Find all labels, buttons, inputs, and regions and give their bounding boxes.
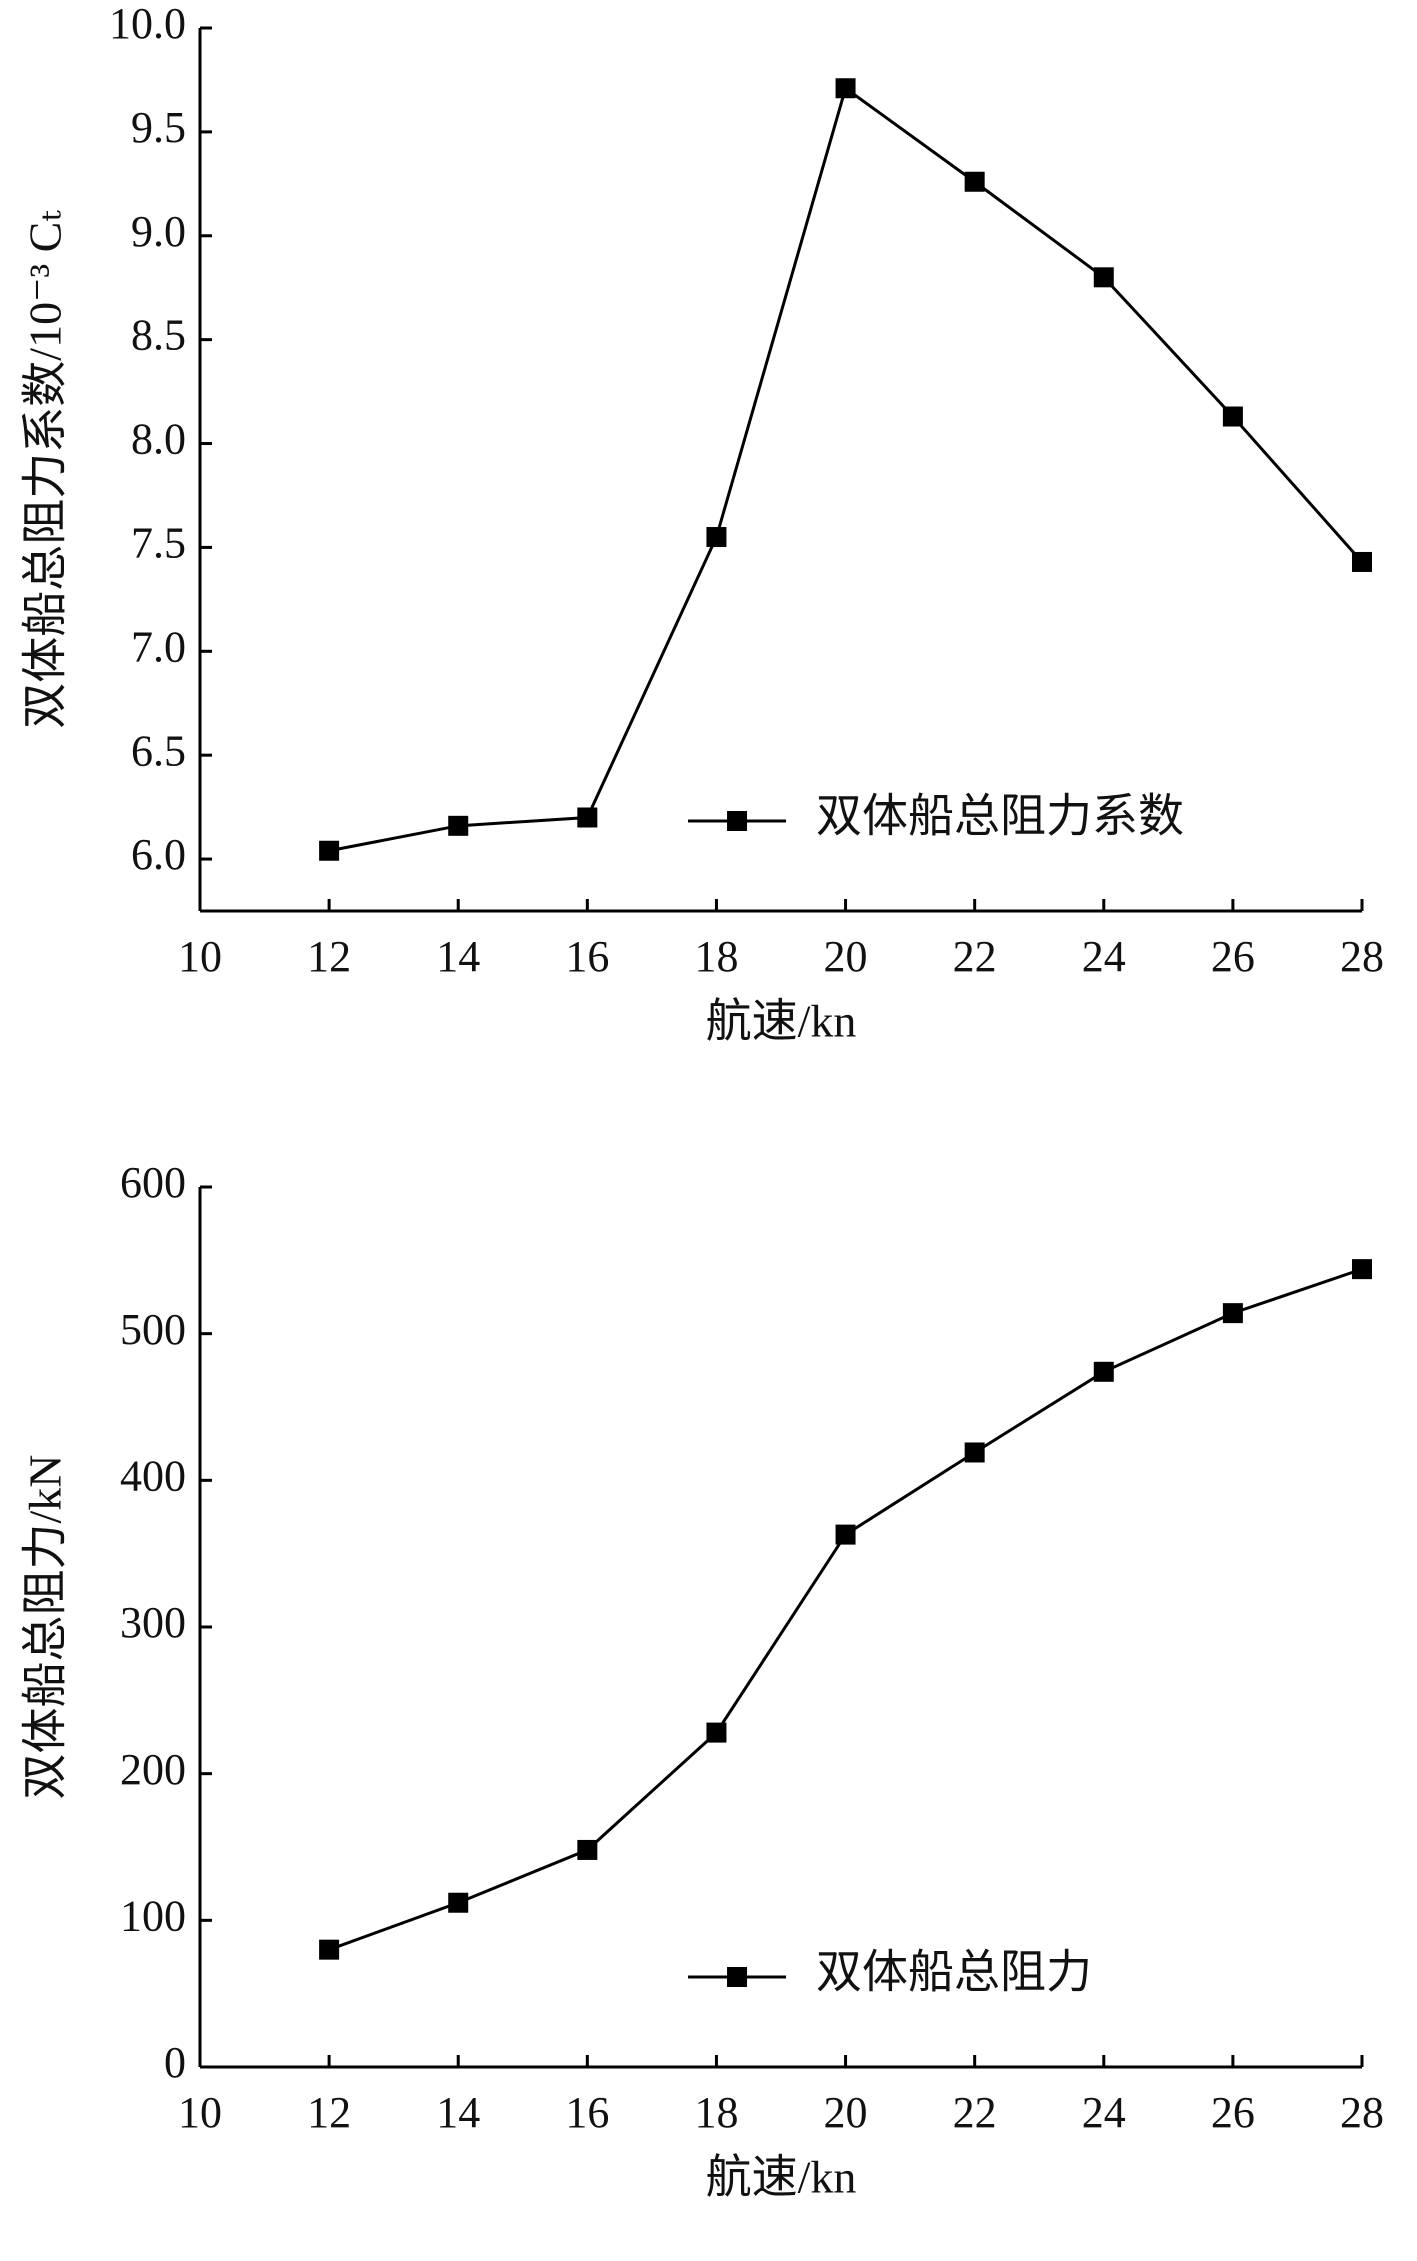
y-tick-label: 6.5 [131, 726, 186, 775]
data-point [1222, 1303, 1243, 1324]
data-point [964, 171, 985, 192]
data-point [1093, 1361, 1114, 1382]
y-axis-label: 双体船总阻力/kN [20, 1455, 71, 1800]
data-point [577, 1839, 598, 1860]
x-tick-label: 26 [1211, 932, 1255, 981]
x-tick-label: 20 [824, 932, 868, 981]
x-tick-label: 16 [565, 932, 609, 981]
y-tick-label: 0 [164, 2038, 186, 2087]
data-point [706, 527, 727, 548]
y-tick-label: 500 [120, 1305, 186, 1354]
y-tick-label: 8.0 [131, 415, 186, 464]
y-tick-label: 10.0 [109, 0, 186, 48]
x-tick-label: 24 [1082, 2088, 1126, 2137]
x-tick-label: 24 [1082, 932, 1126, 981]
chart: 0 100 200 300 400 500 600 10 12 14 16 18 20 22 24 26 28 航… [20, 1158, 1384, 2202]
data-point [1222, 406, 1243, 427]
x-tick-label: 12 [307, 932, 351, 981]
x-tick-label: 28 [1340, 2088, 1384, 2137]
x-tick-label: 22 [953, 2088, 997, 2137]
series-line [328, 85, 1364, 853]
y-tick-label: 8.5 [131, 311, 186, 360]
data-point [319, 840, 340, 861]
x-tick-label: 14 [436, 2088, 480, 2137]
data-point [319, 1939, 340, 1960]
x-tick-label: 14 [436, 932, 480, 981]
y-tick-label: 7.0 [131, 622, 186, 671]
x-tick-label: 12 [307, 2088, 351, 2137]
x-axis-label: 航速/kn [706, 2152, 857, 2203]
x-tick-label: 16 [565, 2088, 609, 2137]
chart: 6.0 6.5 7.0 7.5 8.0 8.5 9.0 9.5 10.0 10 12 14 16 18 20… [20, 0, 1384, 1047]
series-line [328, 1267, 1363, 1952]
y-tick-label: 200 [120, 1745, 186, 1794]
data-point [964, 1442, 985, 1463]
y-tick-label: 300 [120, 1598, 186, 1647]
x-axis-label: 航速/kn [706, 996, 857, 1047]
y-tick-label: 100 [120, 1891, 186, 1940]
data-point [448, 815, 469, 836]
legend-label: 双体船总阻力 [816, 1947, 1092, 1998]
data-point [1352, 551, 1372, 572]
x-tick-label: 20 [824, 2088, 868, 2137]
y-tick-label: 9.5 [131, 103, 186, 152]
x-tick-label: 10 [178, 932, 222, 981]
legend-marker [727, 811, 748, 831]
legend-label: 双体船总阻力系数 [816, 791, 1184, 842]
data-point [835, 1524, 856, 1545]
x-tick-label: 18 [694, 2088, 738, 2137]
y-tick-label: 7.5 [131, 519, 186, 568]
x-tick-label: 26 [1211, 2088, 1255, 2137]
y-tick-label: 6.0 [131, 830, 186, 879]
y-tick-label: 600 [120, 1158, 186, 1207]
data-point [448, 1892, 469, 1913]
data-point [835, 78, 856, 99]
data-point [1352, 1259, 1372, 1280]
x-tick-label: 22 [953, 932, 997, 981]
legend-marker [727, 1967, 748, 1987]
x-tick-label: 10 [178, 2088, 222, 2137]
y-tick-label: 9.0 [131, 207, 186, 256]
data-point [577, 807, 598, 828]
x-tick-label: 28 [1340, 932, 1384, 981]
data-point [1093, 267, 1114, 288]
x-tick-label: 18 [694, 932, 738, 981]
data-point [706, 1722, 727, 1743]
y-tick-label: 400 [120, 1451, 186, 1500]
y-axis-label: 双体船总阻力系数/10⁻³ Cₜ [20, 210, 71, 729]
